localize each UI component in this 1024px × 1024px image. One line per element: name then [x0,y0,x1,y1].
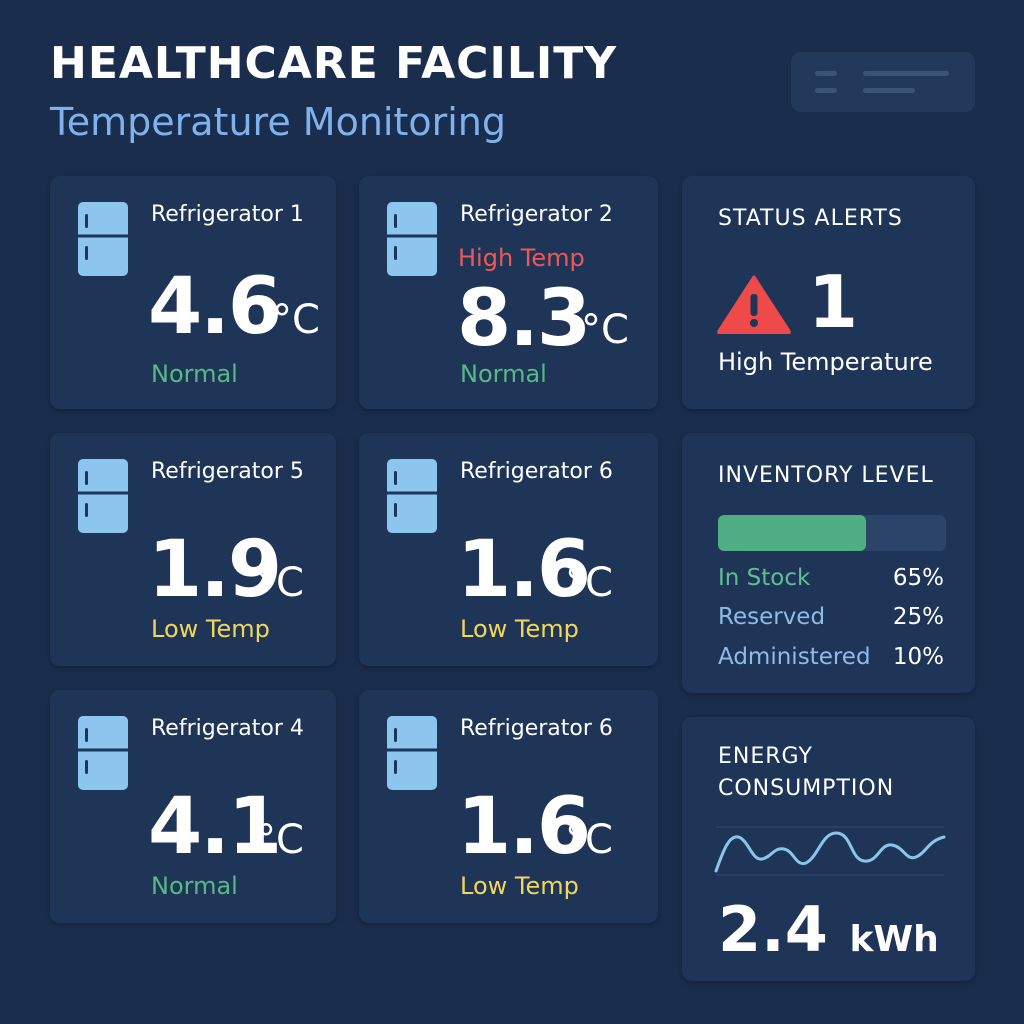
refrigerator-card[interactable]: Refrigerator 4 4.1 °C Normal [50,690,336,923]
inventory-value: 65% [892,565,944,591]
energy-panel[interactable]: ENERGY CONSUMPTION 2.4 kWh [682,717,975,981]
energy-sparkline [714,826,946,876]
temperature-value: 1.6 [457,525,591,615]
refrigerator-name: Refrigerator 6 [460,716,613,741]
temperature-value: 4.1 [148,782,282,872]
panel-title: ENERGY CONSUMPTION [718,741,894,805]
status-text: Low Temp [460,615,579,643]
energy-title-line: ENERGY [718,744,813,769]
inventory-label: Reserved [718,604,826,630]
menu-icon[interactable] [791,52,975,112]
temperature-value: 4.6 [148,262,282,352]
menu-bar [815,88,837,93]
inventory-label: In Stock [718,565,811,591]
energy-value: 2.4 kWh [718,899,939,961]
panel-title: INVENTORY LEVEL [718,463,934,488]
refrigerator-icon [387,459,437,533]
temperature-unit: °C [581,307,629,353]
temperature-unit: °C [565,560,613,606]
refrigerator-card[interactable]: Refrigerator 2 High Temp 8.3 °C Normal [359,176,658,409]
refrigerator-card[interactable]: Refrigerator 6 1.6 °C Low Temp [359,433,658,666]
refrigerator-name: Refrigerator 2 [460,202,613,227]
page-subtitle: Temperature Monitoring [50,100,506,144]
high-temp-alert: High Temp [458,244,585,272]
energy-number: 2.4 [718,893,828,966]
refrigerator-name: Refrigerator 1 [151,202,304,227]
panel-title: STATUS ALERTS [718,206,903,231]
refrigerator-icon [78,716,128,790]
menu-bar [863,88,915,93]
refrigerator-icon [387,202,437,276]
alert-count: 1 [808,260,859,344]
inventory-value: 10% [892,644,944,670]
status-text: Normal [151,360,238,388]
temperature-value: 1.9 [148,525,282,615]
temperature-unit: °C [256,817,304,863]
refrigerator-card[interactable]: Refrigerator 6 1.6 °C Low Temp [359,690,658,923]
temperature-value: 8.3 [457,274,591,364]
temperature-unit: °C [272,297,320,343]
temperature-unit: °C [565,817,613,863]
menu-bar [863,71,949,76]
status-text: Low Temp [460,872,579,900]
inventory-progress-fill [718,515,867,551]
refrigerator-icon [78,202,128,276]
inventory-value: 25% [892,604,944,630]
page-title: HEALTHCARE FACILITY [50,38,618,89]
status-text: Normal [460,360,547,388]
inventory-progress-bar [718,515,946,551]
refrigerator-card[interactable]: Refrigerator 5 1.9 °C Low Temp [50,433,336,666]
inventory-label: Administered [718,644,871,670]
menu-bar [815,71,837,76]
status-text: Low Temp [151,615,270,643]
refrigerator-name: Refrigerator 5 [151,459,304,484]
refrigerator-icon [387,716,437,790]
energy-unit: kWh [849,919,939,960]
refrigerator-name: Refrigerator 4 [151,716,304,741]
temperature-unit: °C [256,560,304,606]
refrigerator-card[interactable]: Refrigerator 1 4.6 °C Normal [50,176,336,409]
temperature-value: 1.6 [457,782,591,872]
inventory-panel[interactable]: INVENTORY LEVEL In Stock 65% Reserved 25… [682,433,975,693]
energy-title-line: CONSUMPTION [718,776,895,801]
refrigerator-icon [78,459,128,533]
status-alerts-panel[interactable]: STATUS ALERTS 1 High Temperature [682,176,975,409]
alert-label: High Temperature [718,348,933,376]
warning-triangle-icon [717,275,791,334]
status-text: Normal [151,872,238,900]
refrigerator-name: Refrigerator 6 [460,459,613,484]
